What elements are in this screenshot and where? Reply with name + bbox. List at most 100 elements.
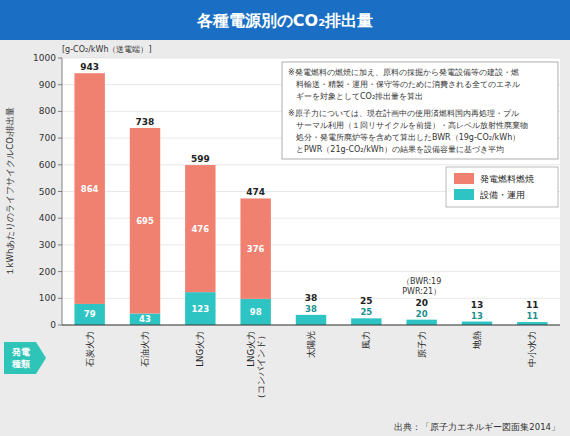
total-label: 943 — [80, 62, 99, 72]
data-label: 25 — [360, 307, 372, 317]
bar-segment — [185, 165, 215, 292]
note-box: ※発電燃料の燃焼に加え、原料の採掘から発電設備等の建設・燃 料輸送・精製・運用・… — [282, 62, 558, 159]
x-tick-label: 太陽光 — [306, 331, 316, 358]
y-tick — [58, 164, 62, 165]
bar-segment — [130, 128, 160, 314]
y-tick-label: 0 — [50, 320, 56, 330]
y-axis-label: １kWhあたりのライフサイクルCO₂排出量 — [5, 107, 15, 277]
y-tick — [58, 271, 62, 272]
text-line: 石炭火力 — [85, 331, 95, 367]
x-tick-labels: 石炭火力石油火力LNG火力LNG火力（コンバインド）太陽光風力原子力地熱中小水力 — [85, 331, 538, 403]
background — [0, 0, 570, 436]
text-line: 中小水力 — [527, 331, 537, 367]
y-tick — [58, 218, 62, 219]
bar-segment — [74, 304, 104, 325]
bar-segment — [517, 322, 547, 323]
x-tick-label: 風力 — [361, 331, 371, 349]
data-label: 13 — [471, 311, 483, 321]
text-line: 石油火力 — [140, 331, 150, 367]
annotation: （BWR:19PWR:21） — [402, 277, 441, 296]
total-label: 25 — [360, 296, 373, 306]
y-grid: 0 100 200 300 400 500 600 700 800 900 1000 — [33, 53, 560, 330]
note-line: ※原子力については、現在計画中の使用済燃料国内再処理・プル — [288, 109, 519, 118]
text-line: LNG火力 — [195, 331, 205, 367]
y-tick — [58, 84, 62, 85]
data-label: 376 — [247, 244, 265, 254]
y-tick — [58, 298, 62, 299]
y-tick-label: 200 — [39, 267, 56, 277]
x-tick-label: 石油火力 — [140, 331, 150, 367]
note-line: 料輸送・精製・運用・保守等のために消費される全てのエネル — [288, 80, 520, 89]
plot-background — [62, 58, 560, 325]
bar-segment — [296, 314, 326, 315]
x-tick-label: 原子力 — [417, 331, 427, 358]
text-line: 原子力 — [417, 331, 427, 358]
y-tick — [58, 111, 62, 112]
total-label: 474 — [246, 187, 265, 197]
data-label: 20 — [416, 309, 428, 319]
y-tick-label: 300 — [39, 240, 56, 250]
note-line: ※発電燃料の燃焼に加え、原料の採掘から発電設備等の建設・燃 — [288, 68, 519, 77]
legend-frame — [446, 167, 558, 207]
legend: 発電燃料燃焼設備・運用 — [446, 167, 558, 207]
y-tick — [58, 138, 62, 139]
bar-segment — [130, 314, 160, 325]
y-tick-label: 600 — [39, 160, 56, 170]
text-line: 種類 — [11, 359, 30, 369]
total-label: 38 — [305, 293, 318, 303]
text-line: 発電 — [11, 347, 30, 357]
text-line: （コンバインド） — [256, 331, 266, 403]
total-label: 11 — [526, 300, 539, 310]
text-line: （BWR:19 — [402, 277, 441, 286]
x-tick-label: LNG火力（コンバインド） — [246, 331, 266, 403]
chart: 各種電源別のCO₂排出量[g-CO₂/kWh（送電端）]010020030040… — [0, 0, 570, 436]
total-label: 20 — [415, 298, 428, 308]
y-tick — [58, 325, 62, 326]
y-tick-label: 400 — [39, 213, 56, 223]
x-tick-label: 石炭火力 — [85, 331, 95, 367]
note-line: 処分・発電所廃炉等を含めて算出したBWR（19g-CO₂/kWh） — [288, 133, 520, 142]
bar-segment — [296, 315, 326, 325]
legend-label: 設備・運用 — [480, 190, 525, 200]
title: 各種電源別のCO₂排出量 — [196, 11, 373, 30]
y-tick — [58, 191, 62, 192]
x-axis-label-text: 発電種類 — [11, 347, 30, 369]
legend-swatch — [454, 189, 474, 200]
y-tick-label: 500 — [39, 187, 56, 197]
note-line: サーマル利用（１回リサイクルを前提）・高レベル放射性廃棄物 — [288, 121, 528, 130]
y-tick-label: 100 — [39, 293, 56, 303]
bar-segment — [351, 318, 381, 325]
data-label: 38 — [305, 304, 317, 314]
total-label: 738 — [136, 117, 155, 127]
bar-segment — [351, 318, 381, 319]
y-tick-label: 700 — [39, 133, 56, 143]
bar-segment — [185, 292, 215, 325]
text-line: PWR:21） — [402, 287, 441, 296]
data-label: 43 — [139, 314, 151, 324]
x-axis-line — [62, 325, 560, 326]
bar-segment — [406, 320, 436, 325]
data-label: 476 — [191, 224, 209, 234]
y-axis-line — [62, 58, 63, 325]
grid-line — [62, 58, 560, 59]
bar-segment — [462, 321, 492, 322]
badge — [4, 342, 46, 374]
total-label: 13 — [471, 300, 484, 310]
text-line: 太陽光 — [306, 331, 316, 358]
y-tick-label: 1000 — [33, 53, 56, 63]
y-tick-label: 900 — [39, 80, 56, 90]
legend-label: 発電燃料燃焼 — [480, 174, 534, 184]
note-line: とPWR（21g-CO₂/kWh）の結果を設備容量に基づき平均 — [288, 145, 504, 154]
bar-segment — [406, 319, 436, 320]
legend-swatch — [454, 173, 474, 184]
data-label: 98 — [250, 307, 262, 317]
data-label: 123 — [191, 304, 209, 314]
total-label: 599 — [191, 154, 210, 164]
text-line: LNG火力 — [246, 331, 256, 367]
data-label: 695 — [136, 216, 154, 226]
bar-segment — [74, 73, 104, 304]
data-label: 79 — [84, 309, 96, 319]
bar-segment — [240, 299, 270, 325]
y-tick-label: 800 — [39, 106, 56, 116]
text-line: 風力 — [361, 331, 371, 349]
